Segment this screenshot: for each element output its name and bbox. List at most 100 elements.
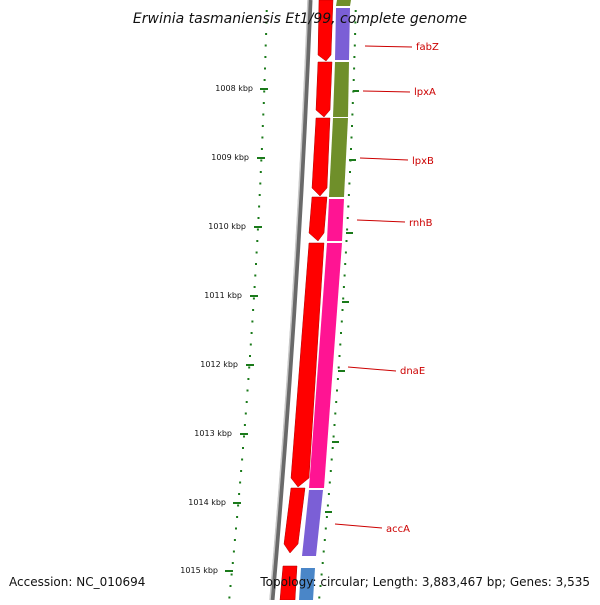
ring-dot: [327, 493, 330, 495]
ring-dot: [343, 274, 346, 277]
ring-dot: [334, 412, 337, 415]
gene-label-fabz: fabZ: [416, 42, 439, 53]
ring-dot: [257, 217, 260, 219]
cds-arrow: [283, 487, 306, 554]
ring-dot: [325, 516, 328, 518]
ring-dot: [258, 194, 261, 196]
genome-backbone: [269, 0, 313, 601]
gene-track: [299, 0, 351, 600]
ring-dot: [350, 136, 353, 139]
gene-leader-line: [362, 90, 411, 93]
tick-label: 1008 kbp: [215, 84, 253, 93]
ring-dot: [252, 297, 255, 300]
ring-dot: [265, 10, 268, 12]
gene-block-lpxb: [329, 118, 348, 197]
ring-dot: [350, 148, 352, 150]
gene-leader-line: [364, 45, 413, 48]
ring-dot: [233, 539, 236, 541]
ring-dot: [349, 171, 351, 173]
ring-dot: [261, 125, 264, 127]
ring-dot: [324, 527, 327, 530]
ring-dot: [347, 205, 350, 208]
ring-dot: [264, 67, 266, 70]
gene-leader-line: [347, 366, 397, 372]
ring-dot: [249, 343, 252, 346]
ring-dot: [333, 424, 336, 426]
ring-dot: [351, 125, 353, 127]
ring-dot: [318, 596, 321, 599]
ring-dot: [322, 550, 325, 553]
gene-block-dnae: [309, 243, 342, 488]
gene-block-lpxa: [333, 62, 349, 117]
cds-arrow: [290, 242, 325, 488]
ring-dot: [261, 136, 264, 139]
ring-dot: [328, 481, 331, 484]
tick-label: 1011 kbp: [204, 291, 242, 300]
gene-block-fabz-top: [336, 0, 351, 6]
ring-dot: [344, 251, 347, 254]
ring-dot: [344, 263, 347, 265]
ring-dot: [320, 573, 323, 576]
scale-dotted-ring: [228, 10, 268, 599]
tick-label: 1012 kbp: [200, 360, 238, 369]
ring-dot: [228, 596, 231, 599]
gene-labels: fabZ lpxA lpxB rnhB dnaE accA: [334, 42, 439, 535]
ring-dot: [232, 550, 235, 553]
ring-dot: [319, 585, 322, 587]
ring-dot: [265, 33, 268, 35]
ring-dot: [345, 240, 348, 242]
ring-dot: [340, 332, 342, 334]
ring-dot: [342, 286, 345, 288]
tick-label: 1009 kbp: [211, 153, 249, 162]
gene-label-lpxb: lpxB: [412, 156, 434, 167]
ring-dot: [230, 573, 233, 576]
ring-dot: [254, 274, 257, 277]
ring-dot: [250, 332, 253, 334]
ring-dot: [240, 470, 243, 472]
ring-dot: [321, 562, 324, 564]
cds-arrow: [308, 196, 328, 242]
ring-dot: [352, 79, 355, 81]
gene-block-fabz: [335, 8, 350, 60]
ring-dot: [353, 44, 356, 47]
ring-dot: [337, 366, 340, 369]
ring-dot: [235, 527, 237, 530]
ring-dot: [338, 355, 341, 357]
ring-dot: [353, 67, 356, 70]
ring-dot: [256, 228, 259, 231]
ring-dot: [259, 171, 262, 173]
ring-dot: [262, 102, 265, 104]
ring-dot: [330, 458, 333, 461]
ring-dot: [255, 251, 258, 254]
ring-dot: [259, 182, 262, 185]
ring-dot: [332, 435, 335, 438]
ring-dot: [231, 562, 234, 564]
gene-block-acca: [302, 490, 323, 556]
cds-arrow: [311, 117, 331, 197]
ring-dot: [351, 102, 354, 104]
outer-ticks: [325, 90, 359, 513]
gene-block-bottom: [299, 568, 315, 600]
cds-track: [279, 0, 334, 601]
ring-dot: [339, 343, 342, 346]
ring-dot: [354, 33, 357, 35]
map-title: Erwinia tasmaniensis Et1/99, complete ge…: [133, 11, 467, 27]
ring-dot: [253, 286, 256, 288]
ring-dot: [264, 56, 267, 58]
ring-dot: [348, 182, 351, 185]
gene-label-dnae: dnaE: [400, 366, 425, 377]
ring-dot: [262, 113, 265, 116]
ring-dot: [247, 378, 250, 380]
ring-dot: [237, 504, 240, 507]
ring-dot: [265, 21, 268, 24]
ring-dot: [340, 320, 343, 323]
ring-dot: [336, 378, 339, 380]
gene-leader-line: [356, 219, 406, 223]
ring-dot: [249, 355, 251, 357]
ring-dot: [329, 470, 332, 472]
ring-dot: [335, 401, 338, 403]
ring-dot: [342, 297, 345, 300]
tick-label: 1010 kbp: [208, 222, 246, 231]
